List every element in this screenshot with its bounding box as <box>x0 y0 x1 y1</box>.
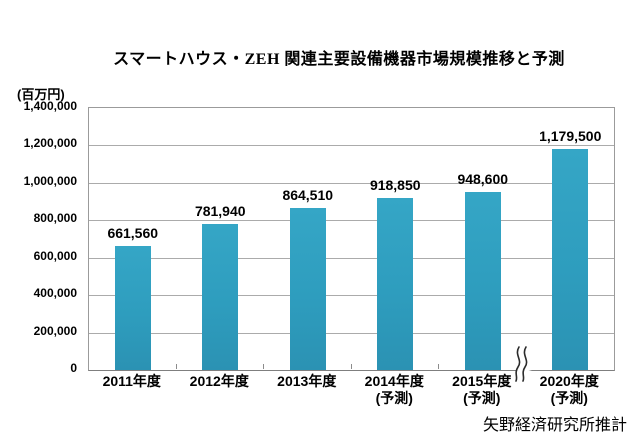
bar-value-label: 918,850 <box>369 177 421 193</box>
bar-2011年度 <box>114 246 151 370</box>
y-axis-tick-label: 800,000 <box>33 211 77 226</box>
gridline <box>89 257 614 259</box>
x-axis-category-label: 2011年度 <box>102 373 161 389</box>
bar-2012年度 <box>202 224 239 370</box>
chart-title: スマートハウス・ZEH 関連主要設備機器市場規模推移と予測 <box>113 51 565 68</box>
bar-2014年度 <box>377 198 414 370</box>
x-axis-tick <box>350 364 352 369</box>
y-axis-tick-label: 1,400,000 <box>23 99 77 113</box>
source-note: 矢野経済研究所推計 <box>482 417 627 434</box>
y-axis-tick-label: 200,000 <box>33 323 77 338</box>
bar-value-label: 781,940 <box>194 203 246 219</box>
y-axis-unit-label: (百万円) <box>17 87 65 102</box>
x-axis-tick <box>438 364 439 369</box>
bar-value-label: 864,510 <box>282 187 334 203</box>
x-axis-category-label: 2015年度 (予測) <box>452 373 512 406</box>
bar-2020年度 <box>552 149 589 370</box>
y-axis-tick-label: 1,000,000 <box>23 173 77 188</box>
bar-2013年度 <box>289 208 326 370</box>
bar-value-label: 948,600 <box>457 171 509 187</box>
gridline <box>89 332 614 334</box>
gridline <box>89 145 614 147</box>
bar-2015年度 <box>464 192 501 370</box>
bar-value-label: 1,179,500 <box>539 128 602 144</box>
gridline <box>89 182 614 184</box>
x-axis-tick <box>175 364 177 369</box>
y-axis-tick-label: 1,200,000 <box>23 136 77 151</box>
y-axis-tick-label: 400,000 <box>33 286 77 301</box>
gridline <box>89 220 614 222</box>
axis-break-icon <box>514 346 532 382</box>
bar-value-label: 661,560 <box>107 225 159 241</box>
x-axis-category-label: 2020年度 (予測) <box>539 373 599 406</box>
gridline <box>89 295 614 297</box>
y-axis-tick-label: 0 <box>70 361 77 375</box>
x-axis-tick <box>263 364 264 369</box>
x-axis-category-label: 2013年度 <box>277 373 337 389</box>
y-axis-tick-label: 600,000 <box>33 248 77 263</box>
x-axis-category-label: 2012年度 <box>189 373 249 389</box>
x-axis-category-label: 2014年度 (予測) <box>364 373 424 406</box>
plot-area: 661,560 781,940 864,510 918,850 948,600 1,179… <box>88 107 615 371</box>
